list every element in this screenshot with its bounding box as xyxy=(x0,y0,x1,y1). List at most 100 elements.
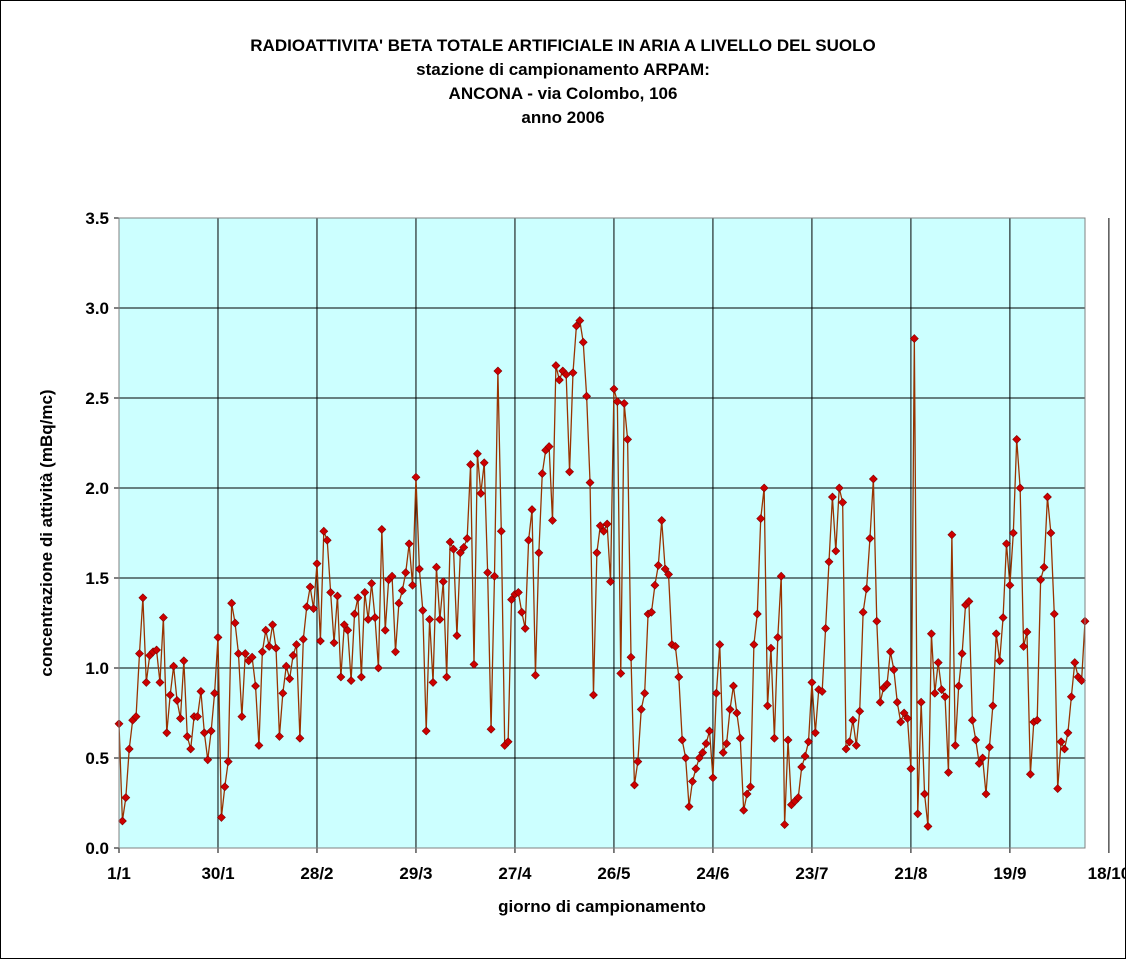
data-point xyxy=(387,571,397,581)
data-point xyxy=(537,469,547,479)
data-point xyxy=(756,514,766,524)
data-point xyxy=(718,748,728,758)
y-tick-label: 3.5 xyxy=(85,209,109,228)
data-point xyxy=(295,733,305,743)
data-point xyxy=(708,773,718,783)
x-axis-ticks: 1/1 30/1 28/2 29/3 27/4 26/5 24/6 23/7 21/8 19/9 1… xyxy=(107,848,1126,883)
data-point xyxy=(315,636,325,646)
data-point xyxy=(1019,641,1028,651)
data-point xyxy=(240,649,250,659)
data-point xyxy=(616,668,626,678)
data-point xyxy=(630,780,639,790)
y-tick-label: 2.0 xyxy=(85,479,109,498)
data-point xyxy=(602,519,612,529)
x-tick-label: 24/6 xyxy=(696,864,729,883)
data-point xyxy=(640,688,650,698)
data-point xyxy=(333,591,342,601)
data-point xyxy=(797,762,807,772)
data-point xyxy=(875,697,885,707)
data-point xyxy=(732,708,742,718)
data-point xyxy=(619,398,629,408)
data-point xyxy=(462,533,472,543)
data-point xyxy=(899,708,909,718)
y-tick-label: 0.0 xyxy=(85,839,109,858)
data-point xyxy=(254,740,264,750)
data-point xyxy=(688,776,697,786)
data-point xyxy=(971,735,981,745)
data-point xyxy=(612,397,622,407)
data-point xyxy=(838,497,848,507)
data-point xyxy=(257,647,267,657)
data-point xyxy=(810,728,820,738)
data-point xyxy=(793,793,803,803)
data-point xyxy=(575,316,585,326)
data-point xyxy=(589,690,598,700)
data-point xyxy=(264,641,274,651)
y-tick-label: 2.5 xyxy=(85,389,109,408)
data-point xyxy=(288,650,298,660)
data-point xyxy=(466,460,476,470)
data-point xyxy=(1056,737,1066,747)
data-point xyxy=(1063,728,1073,738)
data-point xyxy=(367,578,377,588)
data-point xyxy=(1077,676,1087,686)
title-line-1: RADIOATTIVITA' BETA TOTALE ARTIFICIALE I… xyxy=(250,36,876,55)
data-point xyxy=(493,366,503,376)
x-tick-label: 18/10 xyxy=(1088,864,1126,883)
data-point xyxy=(531,670,540,680)
data-point xyxy=(199,728,209,738)
data-point xyxy=(670,641,680,651)
data-point xyxy=(677,735,687,745)
data-point xyxy=(739,805,749,815)
data-point xyxy=(817,686,827,696)
data-point xyxy=(302,602,312,612)
data-point xyxy=(227,598,237,608)
data-point xyxy=(923,821,933,831)
data-point xyxy=(728,681,738,691)
data-point xyxy=(896,717,906,727)
data-point xyxy=(138,593,148,603)
data-point xyxy=(944,767,953,777)
data-point xyxy=(653,560,663,570)
data-point xyxy=(681,753,691,763)
data-point xyxy=(292,640,301,650)
data-point xyxy=(193,712,202,722)
data-point xyxy=(1032,715,1042,725)
data-point xyxy=(862,584,871,594)
data-point xyxy=(554,375,564,385)
data-point xyxy=(486,724,496,734)
data-point xyxy=(848,715,858,725)
data-point xyxy=(319,526,329,536)
data-point xyxy=(650,580,660,590)
data-point xyxy=(882,679,892,689)
data-point xyxy=(490,571,499,581)
data-point xyxy=(1022,627,1032,637)
data-point xyxy=(705,726,714,736)
data-point xyxy=(483,568,493,578)
x-tick-label: 26/5 xyxy=(597,864,630,883)
data-point xyxy=(271,643,281,653)
data-point xyxy=(1053,784,1063,794)
data-point xyxy=(411,472,421,482)
data-point xyxy=(1005,580,1015,590)
data-point xyxy=(824,557,834,567)
data-point xyxy=(834,483,844,493)
data-point xyxy=(472,449,482,459)
data-point xyxy=(872,616,882,626)
data-point xyxy=(176,713,185,723)
data-point xyxy=(534,548,544,558)
data-point xyxy=(124,744,134,754)
data-point xyxy=(626,652,636,662)
data-point xyxy=(606,577,615,587)
data-point xyxy=(551,361,561,371)
data-point xyxy=(432,562,441,572)
data-point xyxy=(909,334,919,344)
data-point xyxy=(845,737,854,747)
data-point xyxy=(933,658,943,668)
y-tick-label: 3.0 xyxy=(85,299,109,318)
x-tick-label: 27/4 xyxy=(498,864,532,883)
data-point xyxy=(660,564,670,574)
data-point xyxy=(117,816,127,826)
x-axis-label: giorno di campionamento xyxy=(498,897,706,916)
data-point xyxy=(599,526,609,536)
